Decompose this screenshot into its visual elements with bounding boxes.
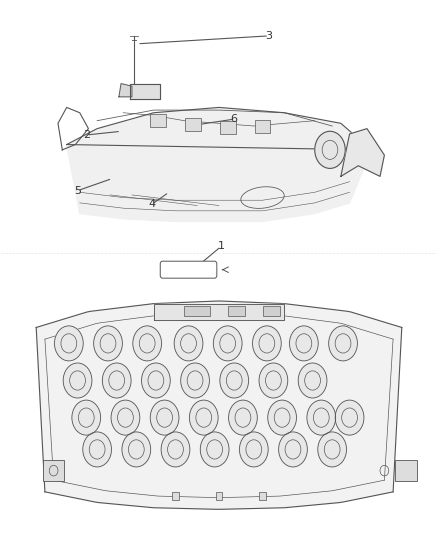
Circle shape xyxy=(259,363,288,398)
Bar xyxy=(228,306,245,316)
Circle shape xyxy=(111,400,140,435)
Text: 5: 5 xyxy=(74,185,81,196)
Bar xyxy=(262,306,280,316)
Text: 6: 6 xyxy=(231,114,238,124)
Bar xyxy=(259,492,266,500)
Circle shape xyxy=(150,400,179,435)
Circle shape xyxy=(318,432,346,467)
Circle shape xyxy=(141,363,170,398)
Bar xyxy=(220,121,236,134)
Circle shape xyxy=(268,400,297,435)
Text: 3: 3 xyxy=(265,31,272,41)
Circle shape xyxy=(122,432,151,467)
Circle shape xyxy=(220,363,249,398)
Circle shape xyxy=(181,363,209,398)
Polygon shape xyxy=(119,84,132,97)
Circle shape xyxy=(328,326,357,361)
Circle shape xyxy=(189,400,218,435)
Polygon shape xyxy=(154,304,284,319)
Circle shape xyxy=(174,326,203,361)
Circle shape xyxy=(83,432,112,467)
Circle shape xyxy=(290,326,318,361)
Circle shape xyxy=(63,363,92,398)
Circle shape xyxy=(200,432,229,467)
Circle shape xyxy=(253,326,281,361)
Circle shape xyxy=(72,400,101,435)
Circle shape xyxy=(240,432,268,467)
Bar xyxy=(184,306,210,316)
Circle shape xyxy=(229,400,257,435)
Text: 1: 1 xyxy=(218,241,225,252)
Polygon shape xyxy=(67,108,371,221)
Bar xyxy=(150,114,166,127)
Circle shape xyxy=(298,363,327,398)
FancyBboxPatch shape xyxy=(160,261,217,278)
Circle shape xyxy=(94,326,122,361)
Text: 2: 2 xyxy=(83,130,90,140)
Polygon shape xyxy=(36,301,402,510)
Bar xyxy=(395,460,417,481)
Bar xyxy=(43,460,64,481)
Circle shape xyxy=(54,326,83,361)
Circle shape xyxy=(213,326,242,361)
Polygon shape xyxy=(341,128,385,176)
Polygon shape xyxy=(130,84,160,100)
Text: 4: 4 xyxy=(148,199,155,209)
Bar xyxy=(215,492,223,500)
Circle shape xyxy=(335,400,364,435)
Circle shape xyxy=(315,131,345,168)
Circle shape xyxy=(279,432,307,467)
Circle shape xyxy=(161,432,190,467)
Bar xyxy=(185,118,201,131)
Circle shape xyxy=(133,326,162,361)
Circle shape xyxy=(102,363,131,398)
Circle shape xyxy=(307,400,336,435)
Bar xyxy=(254,120,270,133)
Bar xyxy=(172,492,179,500)
